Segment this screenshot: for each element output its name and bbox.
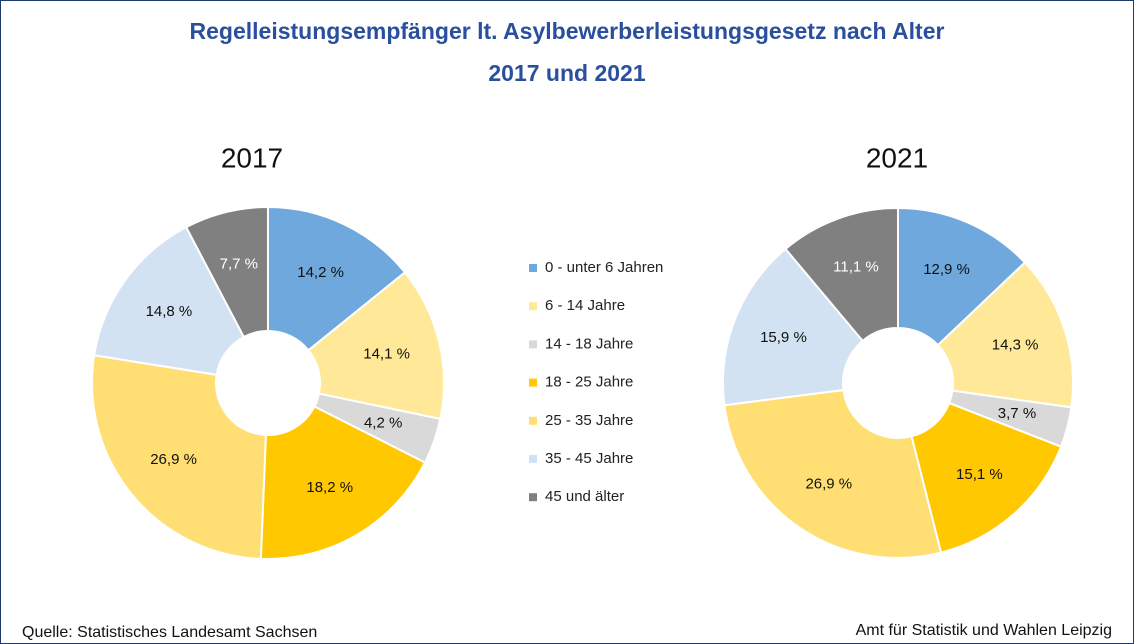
legend-swatch [529, 493, 537, 502]
legend-label: 25 - 35 Jahre [545, 412, 633, 429]
credit-note: Amt für Statistik und Wahlen Leipzig [856, 622, 1112, 639]
legend-swatch [529, 378, 537, 387]
donut-segment [93, 225, 246, 376]
donut-segment [184, 205, 269, 339]
donut-segment [910, 401, 1063, 554]
data-label: 12,9 % [923, 261, 970, 278]
legend-label: 6 - 14 Jahre [545, 297, 625, 314]
data-label: 14,8 % [146, 303, 193, 320]
legend-swatch [529, 455, 537, 463]
legend-label: 0 - unter 6 Jahren [545, 259, 663, 276]
data-label: 11,1 % [833, 258, 879, 275]
donut-segment [91, 354, 267, 560]
legend-label: 35 - 45 Jahre [545, 450, 633, 467]
data-label: 26,9 % [805, 476, 852, 493]
chart-title: Regelleistungsempfänger lt. Asylbewerber… [190, 18, 945, 44]
legend-swatch [529, 302, 537, 311]
data-label: 15,1 % [956, 466, 1003, 483]
donut-segment [259, 405, 427, 560]
legend-swatch [529, 264, 537, 272]
donut-segment [897, 206, 1027, 347]
donut-segment [267, 205, 407, 352]
data-label: 14,1 % [363, 345, 410, 362]
data-label: 14,3 % [992, 336, 1039, 353]
data-label: 26,9 % [150, 451, 197, 468]
data-label: 3,7 % [998, 405, 1036, 422]
pie-title: 2017 [221, 142, 283, 173]
chart-subtitle: 2017 und 2021 [488, 60, 645, 86]
legend-label: 45 und älter [545, 488, 624, 505]
donut-segment [307, 270, 445, 421]
legend-label: 14 - 18 Jahre [545, 335, 633, 352]
pie-title: 2021 [866, 142, 928, 173]
legend-label: 18 - 25 Jahre [545, 374, 633, 391]
donut-segment [723, 388, 943, 559]
donut-segment [936, 261, 1074, 409]
data-label: 14,2 % [297, 264, 344, 281]
data-label: 18,2 % [306, 479, 353, 496]
donut-segment [784, 206, 899, 343]
source-note: Quelle: Statistisches Landesamt Sachsen [22, 624, 317, 641]
donut-segment [722, 247, 865, 407]
data-label: 7,7 % [220, 256, 258, 273]
legend-swatch [529, 416, 537, 425]
legend-swatch [529, 340, 537, 349]
data-label: 15,9 % [760, 329, 807, 346]
data-label: 4,2 % [364, 414, 402, 431]
